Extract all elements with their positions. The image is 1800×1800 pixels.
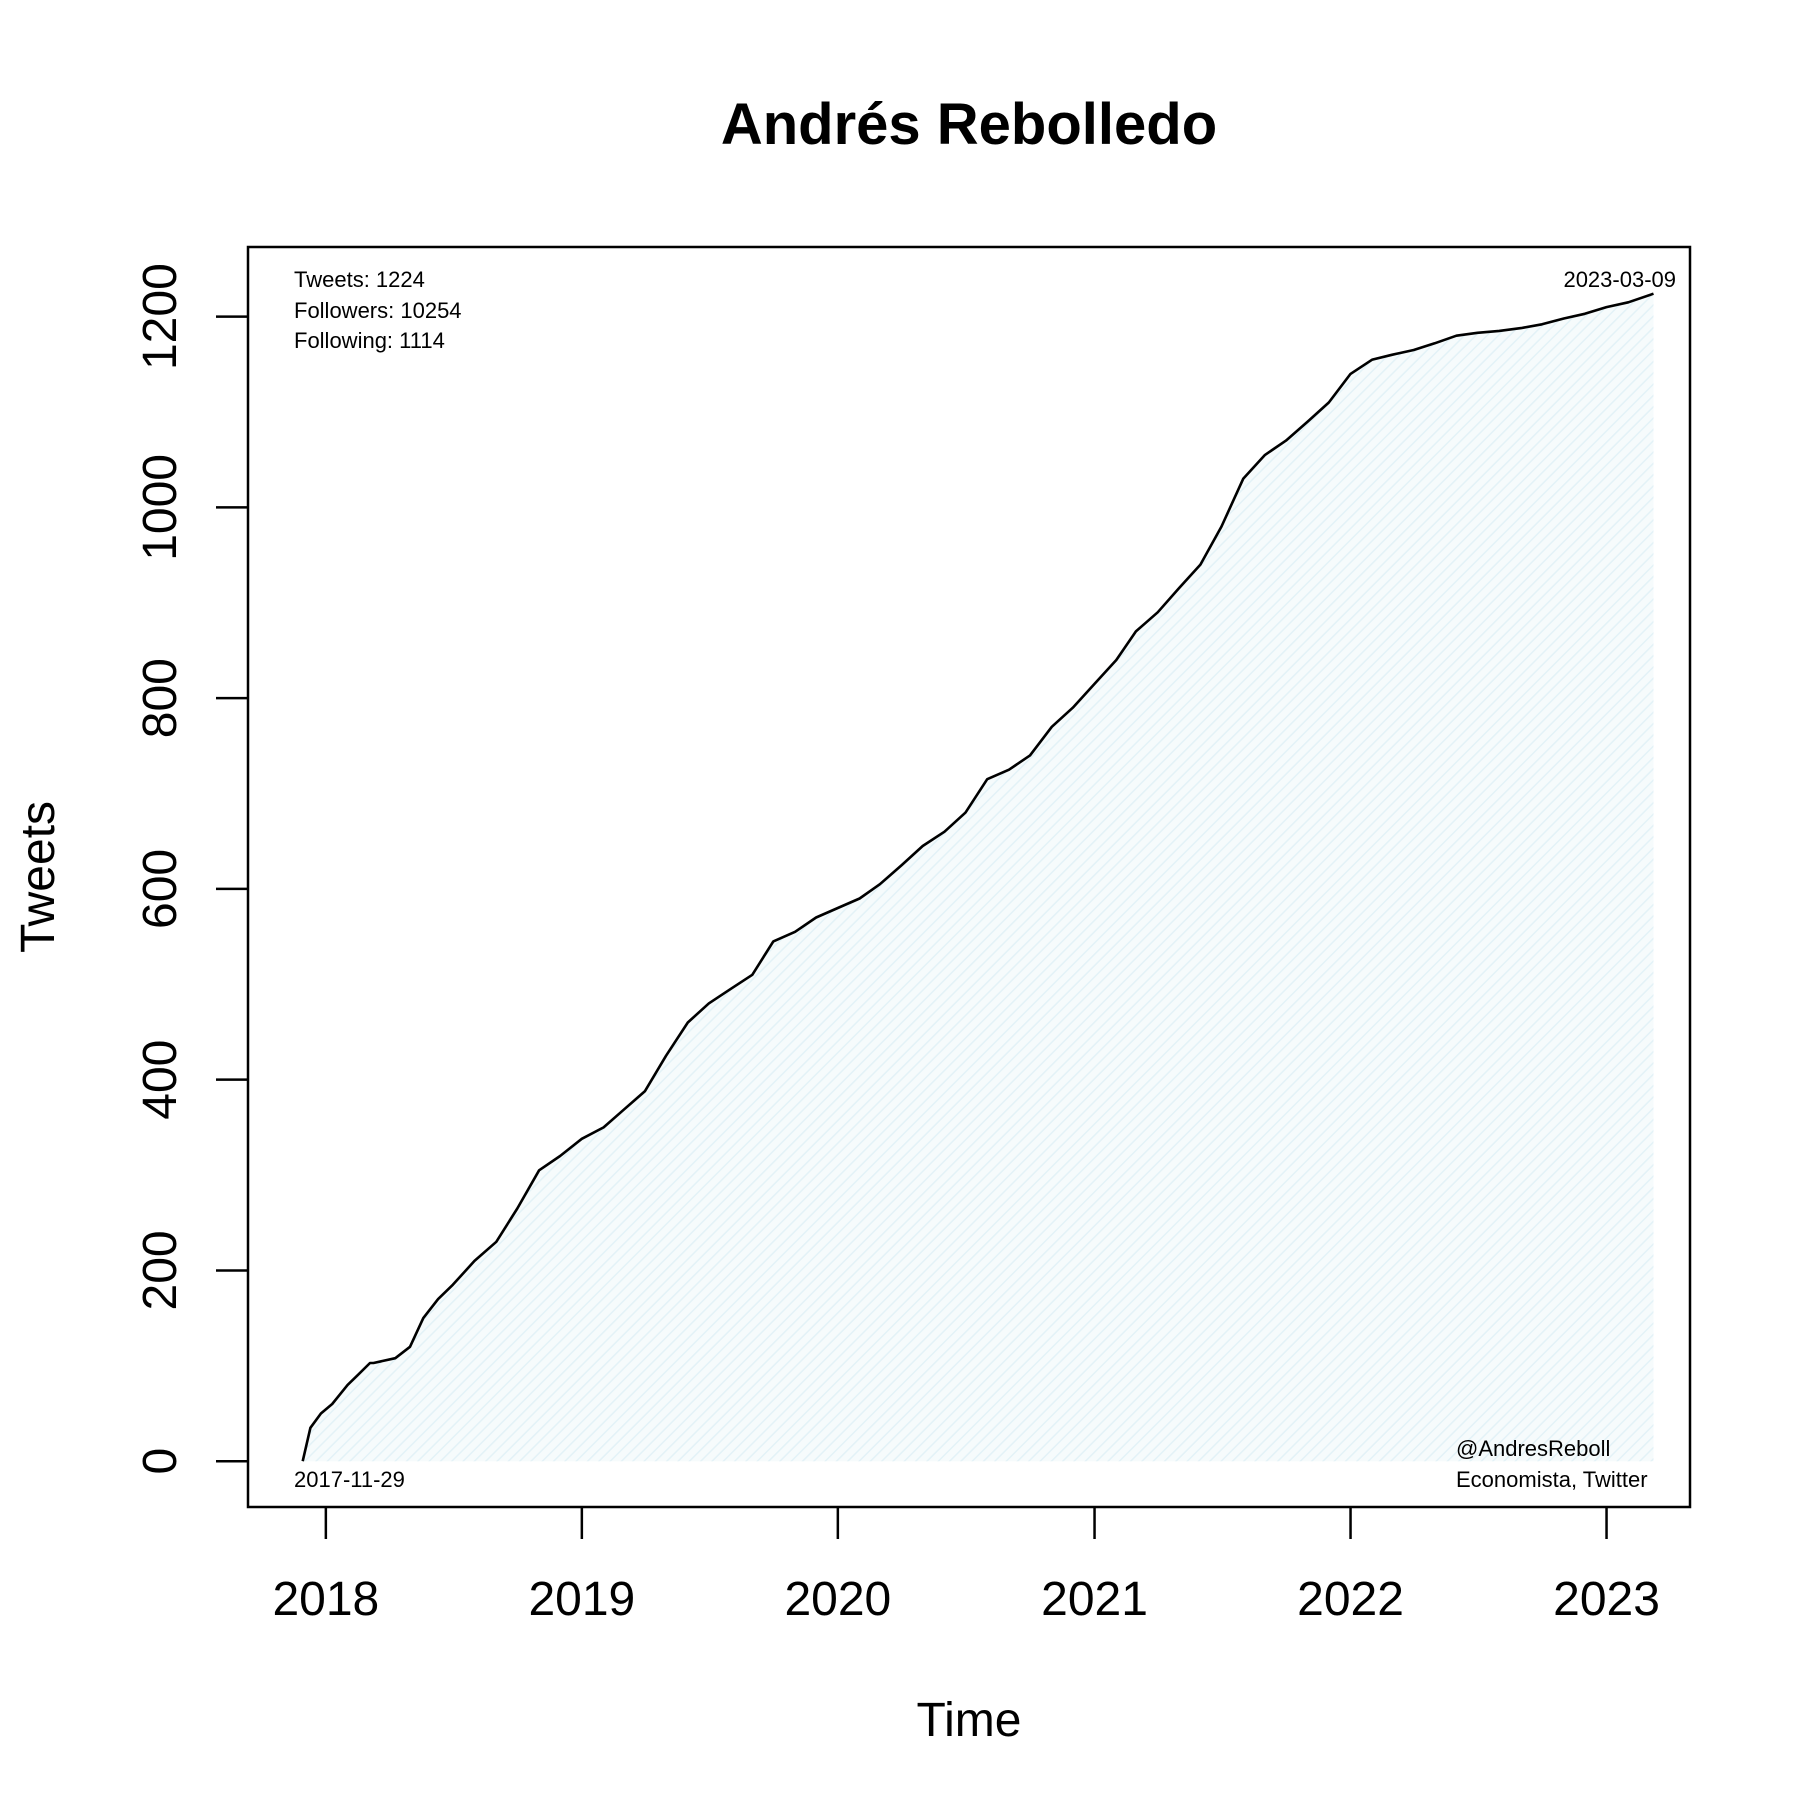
chart-title: Andrés Rebolledo <box>721 92 1217 157</box>
x-tick-label: 2020 <box>784 1573 891 1626</box>
series-line <box>301 292 1654 1462</box>
y-tick-label: 0 <box>134 1448 187 1475</box>
y-tick-label: 1200 <box>134 263 187 370</box>
following-stat: Following: 1114 <box>294 328 445 353</box>
x-tick-label: 2019 <box>528 1573 635 1626</box>
area-fill <box>302 293 1654 1462</box>
y-tick-label: 1000 <box>134 454 187 561</box>
plot-frame <box>246 245 1692 1509</box>
x-axis: 2018 2019 2020 2021 2022 2023 <box>272 1507 1660 1626</box>
y-tick-label: 200 <box>134 1230 187 1310</box>
start-date-label: 2017-11-29 <box>294 1467 405 1492</box>
area-fill-tint <box>302 293 1654 1462</box>
end-date-label: 2023-03-09 <box>1563 267 1676 292</box>
area-layer <box>301 292 1654 1462</box>
y-axis-title: Tweets <box>12 801 65 953</box>
x-tick-label: 2023 <box>1553 1573 1660 1626</box>
x-tick-label: 2021 <box>1041 1573 1148 1626</box>
x-axis-title: Time <box>917 1694 1022 1747</box>
tweets-stat: Tweets: 1224 <box>294 267 425 292</box>
x-tick-label: 2018 <box>272 1573 379 1626</box>
y-tick-label: 800 <box>134 658 187 738</box>
y-tick-label: 400 <box>134 1040 187 1120</box>
bio-label: Economista, Twitter <box>1456 1467 1648 1492</box>
x-tick-label: 2022 <box>1297 1573 1404 1626</box>
handle-label: @AndresReboll <box>1456 1436 1610 1461</box>
y-axis: 0 200 400 600 800 1000 1200 <box>134 263 248 1475</box>
followers-stat: Followers: 10254 <box>294 298 462 323</box>
y-tick-label: 600 <box>134 849 187 929</box>
